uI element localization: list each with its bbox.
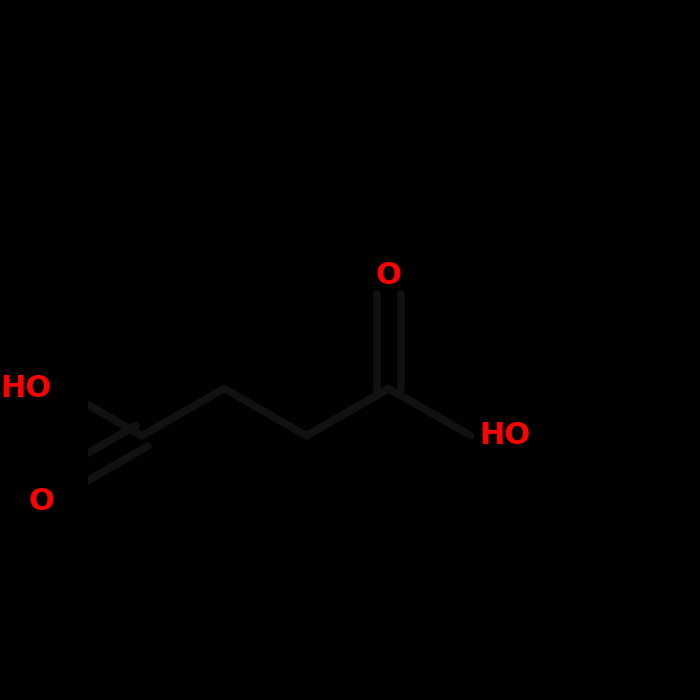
Text: O: O bbox=[29, 487, 55, 516]
Text: HO: HO bbox=[479, 421, 530, 450]
Text: HO: HO bbox=[0, 374, 52, 403]
Text: O: O bbox=[376, 261, 402, 290]
